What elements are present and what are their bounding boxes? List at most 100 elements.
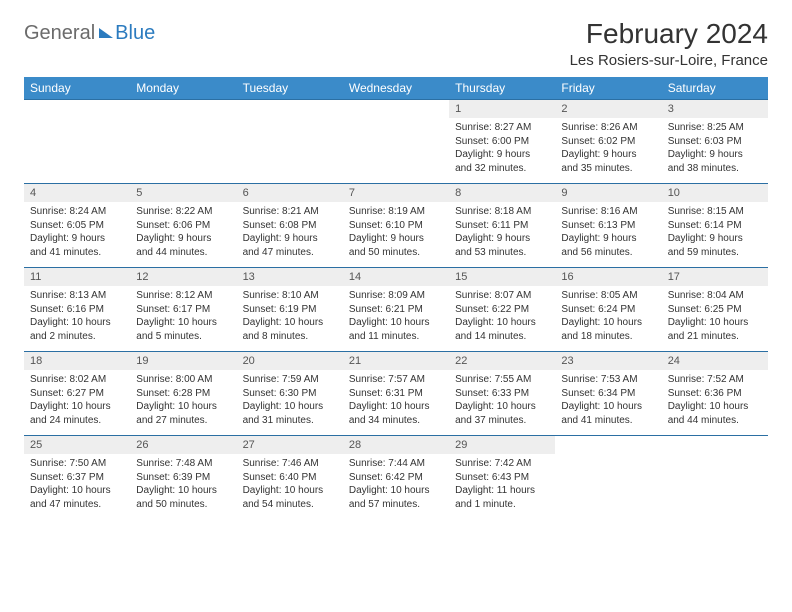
- daylight-text: Daylight: 10 hours and 41 minutes.: [561, 400, 655, 427]
- day-number: 20: [237, 352, 343, 370]
- day-cell: 2Sunrise: 8:26 AMSunset: 6:02 PMDaylight…: [555, 100, 661, 184]
- sunset-text: Sunset: 6:39 PM: [136, 471, 230, 485]
- day-header-row: Sunday Monday Tuesday Wednesday Thursday…: [24, 77, 768, 100]
- day-cell: [24, 100, 130, 184]
- sunset-text: Sunset: 6:42 PM: [349, 471, 443, 485]
- day-cell: [237, 100, 343, 184]
- day-header: Tuesday: [237, 77, 343, 100]
- day-header: Wednesday: [343, 77, 449, 100]
- day-cell: 20Sunrise: 7:59 AMSunset: 6:30 PMDayligh…: [237, 352, 343, 436]
- day-cell: 26Sunrise: 7:48 AMSunset: 6:39 PMDayligh…: [130, 436, 236, 520]
- sunset-text: Sunset: 6:43 PM: [455, 471, 549, 485]
- daylight-text: Daylight: 9 hours and 50 minutes.: [349, 232, 443, 259]
- sunrise-text: Sunrise: 8:12 AM: [136, 289, 230, 303]
- sunset-text: Sunset: 6:36 PM: [668, 387, 762, 401]
- day-cell: 3Sunrise: 8:25 AMSunset: 6:03 PMDaylight…: [662, 100, 768, 184]
- sunset-text: Sunset: 6:11 PM: [455, 219, 549, 233]
- day-cell: 11Sunrise: 8:13 AMSunset: 6:16 PMDayligh…: [24, 268, 130, 352]
- sunset-text: Sunset: 6:21 PM: [349, 303, 443, 317]
- sunrise-text: Sunrise: 8:07 AM: [455, 289, 549, 303]
- day-number: 25: [24, 436, 130, 454]
- day-number: 3: [662, 100, 768, 118]
- day-cell: 25Sunrise: 7:50 AMSunset: 6:37 PMDayligh…: [24, 436, 130, 520]
- day-number: 23: [555, 352, 661, 370]
- week-row: 11Sunrise: 8:13 AMSunset: 6:16 PMDayligh…: [24, 268, 768, 352]
- header: General Blue February 2024 Les Rosiers-s…: [24, 18, 768, 69]
- day-number: 13: [237, 268, 343, 286]
- daylight-text: Daylight: 10 hours and 2 minutes.: [30, 316, 124, 343]
- sunrise-text: Sunrise: 7:48 AM: [136, 457, 230, 471]
- day-data: Sunrise: 7:46 AMSunset: 6:40 PMDaylight:…: [237, 454, 343, 519]
- sunrise-text: Sunrise: 8:25 AM: [668, 121, 762, 135]
- sunset-text: Sunset: 6:00 PM: [455, 135, 549, 149]
- logo-text-1: General: [24, 22, 95, 45]
- day-data: Sunrise: 8:25 AMSunset: 6:03 PMDaylight:…: [662, 118, 768, 183]
- day-data: Sunrise: 7:57 AMSunset: 6:31 PMDaylight:…: [343, 370, 449, 435]
- day-data: Sunrise: 7:59 AMSunset: 6:30 PMDaylight:…: [237, 370, 343, 435]
- sunset-text: Sunset: 6:22 PM: [455, 303, 549, 317]
- day-number: 8: [449, 184, 555, 202]
- daylight-text: Daylight: 10 hours and 11 minutes.: [349, 316, 443, 343]
- day-cell: 29Sunrise: 7:42 AMSunset: 6:43 PMDayligh…: [449, 436, 555, 520]
- day-data: Sunrise: 8:12 AMSunset: 6:17 PMDaylight:…: [130, 286, 236, 351]
- sunset-text: Sunset: 6:10 PM: [349, 219, 443, 233]
- day-cell: [555, 436, 661, 520]
- sunset-text: Sunset: 6:27 PM: [30, 387, 124, 401]
- daylight-text: Daylight: 10 hours and 31 minutes.: [243, 400, 337, 427]
- sunrise-text: Sunrise: 7:46 AM: [243, 457, 337, 471]
- sunset-text: Sunset: 6:25 PM: [668, 303, 762, 317]
- daylight-text: Daylight: 10 hours and 21 minutes.: [668, 316, 762, 343]
- day-data: Sunrise: 8:10 AMSunset: 6:19 PMDaylight:…: [237, 286, 343, 351]
- location-text: Les Rosiers-sur-Loire, France: [570, 52, 768, 69]
- week-row: 25Sunrise: 7:50 AMSunset: 6:37 PMDayligh…: [24, 436, 768, 520]
- day-cell: 13Sunrise: 8:10 AMSunset: 6:19 PMDayligh…: [237, 268, 343, 352]
- day-data: Sunrise: 8:15 AMSunset: 6:14 PMDaylight:…: [662, 202, 768, 267]
- sunrise-text: Sunrise: 8:27 AM: [455, 121, 549, 135]
- day-cell: 22Sunrise: 7:55 AMSunset: 6:33 PMDayligh…: [449, 352, 555, 436]
- day-data: Sunrise: 7:44 AMSunset: 6:42 PMDaylight:…: [343, 454, 449, 519]
- week-row: 1Sunrise: 8:27 AMSunset: 6:00 PMDaylight…: [24, 100, 768, 184]
- day-cell: 5Sunrise: 8:22 AMSunset: 6:06 PMDaylight…: [130, 184, 236, 268]
- day-cell: 18Sunrise: 8:02 AMSunset: 6:27 PMDayligh…: [24, 352, 130, 436]
- sunrise-text: Sunrise: 7:57 AM: [349, 373, 443, 387]
- sunset-text: Sunset: 6:06 PM: [136, 219, 230, 233]
- sunrise-text: Sunrise: 8:10 AM: [243, 289, 337, 303]
- daylight-text: Daylight: 9 hours and 44 minutes.: [136, 232, 230, 259]
- sunrise-text: Sunrise: 8:18 AM: [455, 205, 549, 219]
- sunset-text: Sunset: 6:19 PM: [243, 303, 337, 317]
- day-header: Thursday: [449, 77, 555, 100]
- daylight-text: Daylight: 9 hours and 32 minutes.: [455, 148, 549, 175]
- day-data: Sunrise: 8:07 AMSunset: 6:22 PMDaylight:…: [449, 286, 555, 351]
- daylight-text: Daylight: 9 hours and 38 minutes.: [668, 148, 762, 175]
- daylight-text: Daylight: 10 hours and 50 minutes.: [136, 484, 230, 511]
- sunrise-text: Sunrise: 8:00 AM: [136, 373, 230, 387]
- day-data: Sunrise: 7:42 AMSunset: 6:43 PMDaylight:…: [449, 454, 555, 519]
- day-data: Sunrise: 7:50 AMSunset: 6:37 PMDaylight:…: [24, 454, 130, 519]
- day-number: 22: [449, 352, 555, 370]
- day-number: 29: [449, 436, 555, 454]
- sunrise-text: Sunrise: 7:55 AM: [455, 373, 549, 387]
- sunrise-text: Sunrise: 8:02 AM: [30, 373, 124, 387]
- calendar-body: 1Sunrise: 8:27 AMSunset: 6:00 PMDaylight…: [24, 100, 768, 520]
- day-cell: 24Sunrise: 7:52 AMSunset: 6:36 PMDayligh…: [662, 352, 768, 436]
- sunrise-text: Sunrise: 8:21 AM: [243, 205, 337, 219]
- day-data: Sunrise: 7:48 AMSunset: 6:39 PMDaylight:…: [130, 454, 236, 519]
- month-title: February 2024: [570, 18, 768, 50]
- day-number: 14: [343, 268, 449, 286]
- daylight-text: Daylight: 9 hours and 47 minutes.: [243, 232, 337, 259]
- sunrise-text: Sunrise: 8:04 AM: [668, 289, 762, 303]
- sunset-text: Sunset: 6:24 PM: [561, 303, 655, 317]
- day-number: 5: [130, 184, 236, 202]
- sunset-text: Sunset: 6:37 PM: [30, 471, 124, 485]
- calendar-table: Sunday Monday Tuesday Wednesday Thursday…: [24, 77, 768, 519]
- daylight-text: Daylight: 10 hours and 37 minutes.: [455, 400, 549, 427]
- daylight-text: Daylight: 10 hours and 47 minutes.: [30, 484, 124, 511]
- day-cell: [343, 100, 449, 184]
- day-data: Sunrise: 8:22 AMSunset: 6:06 PMDaylight:…: [130, 202, 236, 267]
- day-number: 21: [343, 352, 449, 370]
- day-cell: 12Sunrise: 8:12 AMSunset: 6:17 PMDayligh…: [130, 268, 236, 352]
- daylight-text: Daylight: 10 hours and 8 minutes.: [243, 316, 337, 343]
- sunset-text: Sunset: 6:40 PM: [243, 471, 337, 485]
- sunrise-text: Sunrise: 7:52 AM: [668, 373, 762, 387]
- daylight-text: Daylight: 10 hours and 57 minutes.: [349, 484, 443, 511]
